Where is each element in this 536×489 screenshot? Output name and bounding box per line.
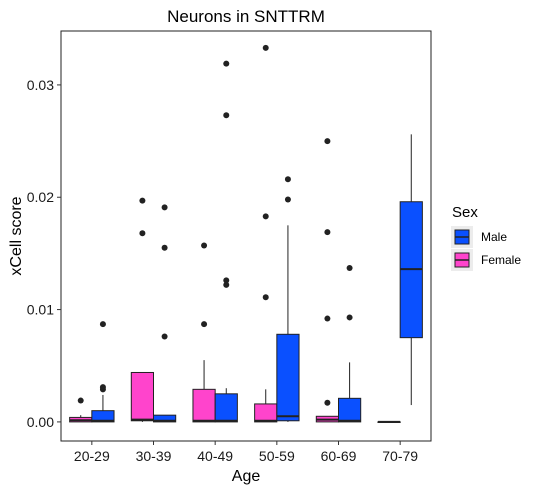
x-tick-label: 30-39 — [136, 448, 172, 464]
outlier-point — [99, 321, 106, 328]
box-body — [153, 414, 177, 423]
box-body — [91, 410, 115, 423]
box-female-70-79 — [377, 420, 401, 424]
box-body — [276, 333, 300, 422]
outlier-point — [262, 44, 269, 51]
y-axis: 0.00 0.01 0.02 0.03 — [27, 77, 61, 430]
outlier-point — [223, 281, 230, 288]
y-tick-label: 0.02 — [27, 189, 54, 205]
outlier-point — [223, 60, 230, 67]
y-tick-label: 0.01 — [27, 302, 54, 318]
outlier-point — [324, 138, 331, 145]
x-axis: 20-29 30-39 40-49 50-59 60-69 70-79 — [74, 441, 418, 464]
outlier-point — [346, 265, 353, 272]
box-female-40-49 — [192, 242, 216, 423]
outlier-point — [223, 277, 230, 284]
outlier-point — [284, 196, 291, 203]
box-body — [130, 371, 155, 422]
x-tick-label: 70-79 — [382, 448, 418, 464]
outlier-point — [324, 399, 331, 406]
outlier-point — [262, 213, 269, 220]
legend-label-male: Male — [481, 230, 507, 244]
box-male-20-29 — [91, 321, 115, 423]
box-series — [69, 44, 423, 424]
outlier-point — [161, 333, 168, 340]
box-body — [338, 397, 362, 423]
y-axis-title: xCell score — [8, 196, 25, 275]
x-tick-label: 60-69 — [321, 448, 357, 464]
x-tick-label: 20-29 — [74, 448, 110, 464]
legend-label-female: Female — [481, 253, 521, 267]
outlier-point — [201, 321, 208, 328]
outlier-point — [161, 244, 168, 251]
y-tick-label: 0.03 — [27, 77, 54, 93]
outlier-point — [139, 197, 146, 204]
box-body — [214, 393, 238, 423]
legend: Sex Male Female — [451, 204, 521, 271]
box-female-60-69 — [315, 138, 339, 423]
box-male-50-59 — [276, 176, 300, 422]
box-male-70-79 — [399, 134, 423, 406]
outlier-point — [99, 386, 106, 393]
outlier-point — [139, 230, 146, 237]
box-male-60-69 — [338, 265, 362, 423]
y-tick-label: 0.00 — [27, 414, 54, 430]
outlier-point — [346, 314, 353, 321]
box-body — [192, 388, 216, 423]
box-male-40-49 — [214, 60, 238, 423]
outlier-point — [324, 229, 331, 236]
box-male-30-39 — [153, 204, 177, 423]
x-axis-title: Age — [232, 468, 261, 485]
chart-title: Neurons in SNTTRM — [167, 7, 325, 26]
outlier-point — [77, 397, 84, 404]
outlier-point — [262, 294, 269, 301]
outlier-point — [223, 112, 230, 119]
plot-panel — [60, 30, 432, 442]
legend-title: Sex — [452, 204, 478, 221]
outlier-point — [284, 176, 291, 183]
outlier-point — [201, 242, 208, 249]
outlier-point — [324, 315, 331, 322]
box-female-50-59 — [254, 44, 278, 423]
x-tick-label: 40-49 — [197, 448, 233, 464]
box-body — [254, 403, 278, 423]
outlier-point — [161, 204, 168, 211]
box-female-30-39 — [130, 197, 155, 422]
x-tick-label: 50-59 — [259, 448, 295, 464]
